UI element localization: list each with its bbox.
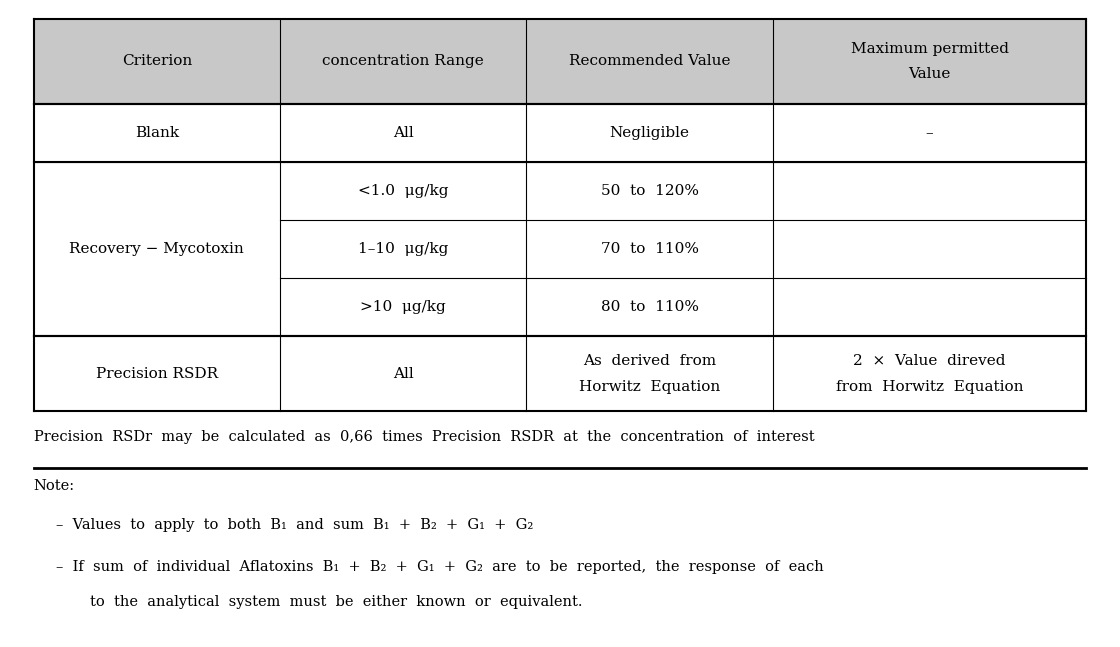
Text: Recovery − Mycotoxin: Recovery − Mycotoxin <box>69 242 244 256</box>
Text: Blank: Blank <box>134 126 179 140</box>
Text: All: All <box>393 367 413 380</box>
Text: –: – <box>926 126 933 140</box>
Text: As  derived  from: As derived from <box>584 354 716 367</box>
Text: from  Horwitz  Equation: from Horwitz Equation <box>836 380 1024 393</box>
Text: 1–10  μg/kg: 1–10 μg/kg <box>358 242 448 256</box>
Text: 2  ×  Value  direved: 2 × Value direved <box>853 354 1006 367</box>
Text: Precision  RSDr  may  be  calculated  as  0,66  times  Precision  RSDR  at  the : Precision RSDr may be calculated as 0,66… <box>34 430 814 444</box>
Text: Note:: Note: <box>34 479 75 493</box>
Text: Precision RSDR: Precision RSDR <box>95 367 218 380</box>
Text: 70  to  110%: 70 to 110% <box>600 242 699 256</box>
Text: <1.0  μg/kg: <1.0 μg/kg <box>358 184 448 198</box>
Text: –  Values  to  apply  to  both  B₁  and  sum  B₁  +  B₂  +  G₁  +  G₂: – Values to apply to both B₁ and sum B₁ … <box>56 518 533 532</box>
Text: concentration Range: concentration Range <box>323 54 484 69</box>
Text: All: All <box>393 126 413 140</box>
Text: 80  to  110%: 80 to 110% <box>600 300 699 314</box>
Text: Maximum permitted: Maximum permitted <box>850 41 1009 56</box>
Text: Horwitz  Equation: Horwitz Equation <box>579 380 720 393</box>
Text: 50  to  120%: 50 to 120% <box>600 184 699 198</box>
Text: –  If  sum  of  individual  Aflatoxins  B₁  +  B₂  +  G₁  +  G₂  are  to  be  re: – If sum of individual Aflatoxins B₁ + B… <box>56 560 823 574</box>
Text: >10  μg/kg: >10 μg/kg <box>361 300 446 314</box>
Text: Negligible: Negligible <box>609 126 690 140</box>
Text: Recommended Value: Recommended Value <box>569 54 730 69</box>
Text: Criterion: Criterion <box>122 54 192 69</box>
Text: to  the  analytical  system  must  be  either  known  or  equivalent.: to the analytical system must be either … <box>90 595 582 609</box>
Text: Value: Value <box>908 67 951 82</box>
